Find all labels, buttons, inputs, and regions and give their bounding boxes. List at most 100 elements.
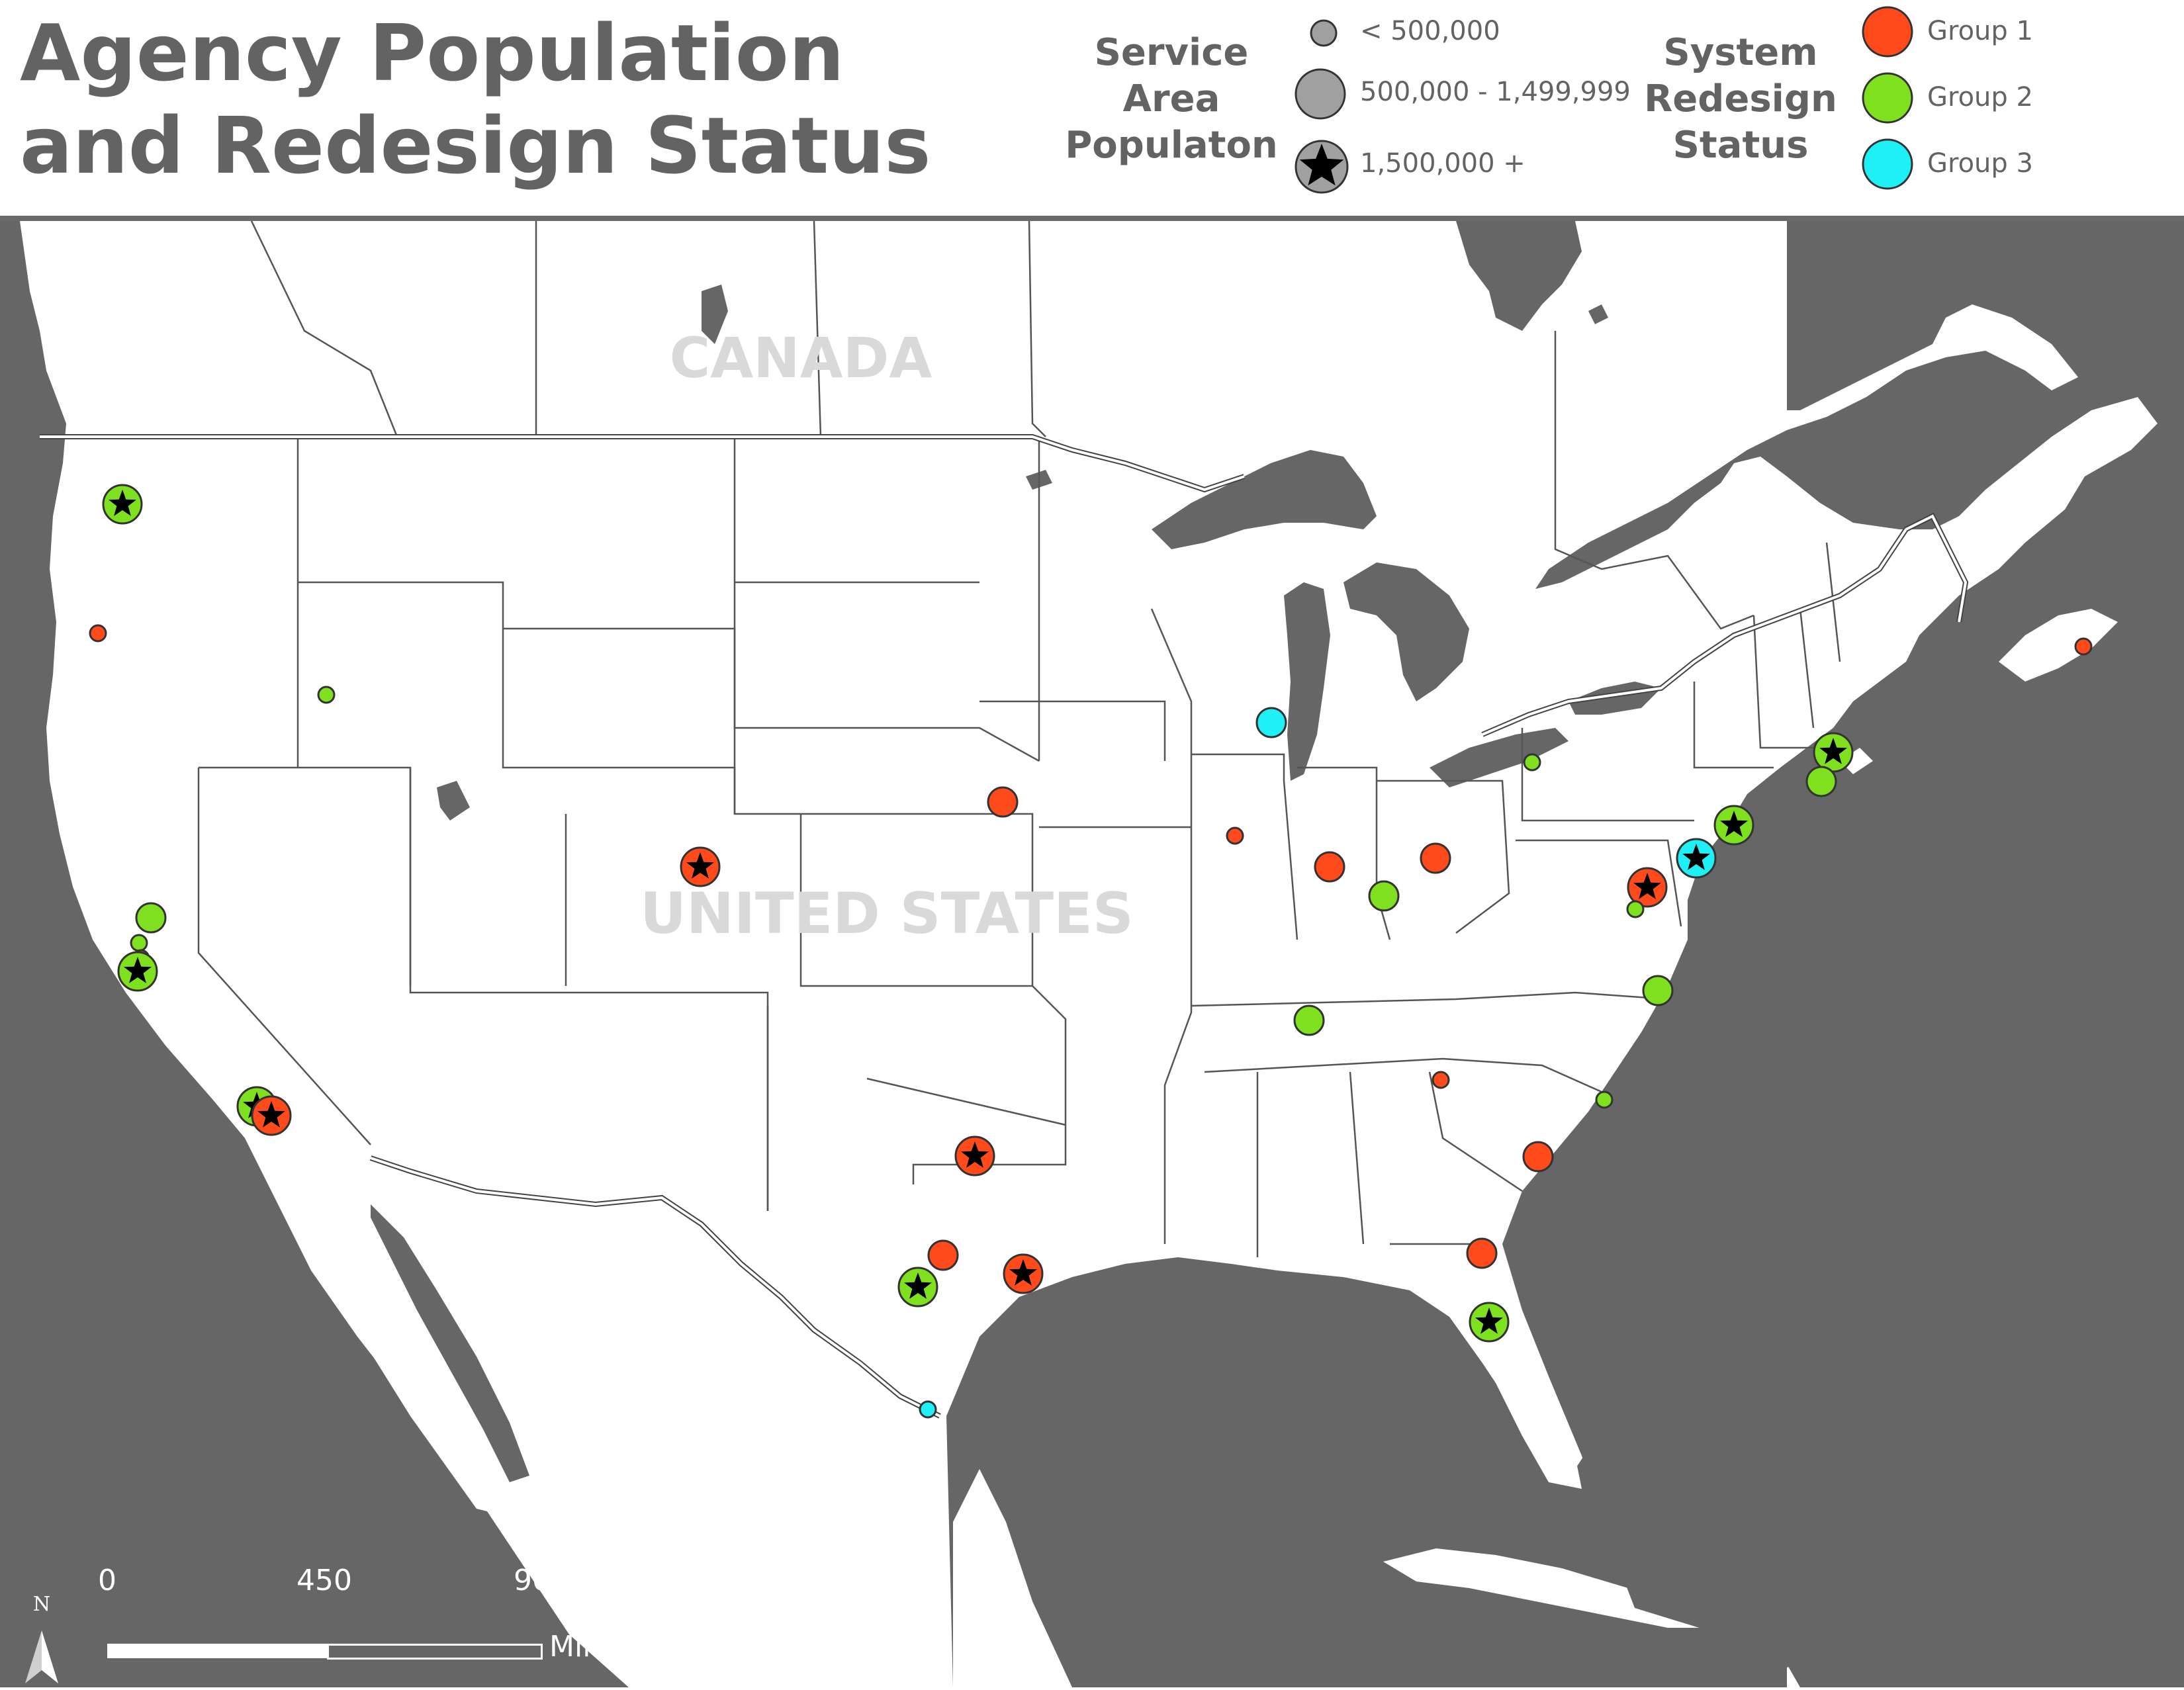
state-border (1191, 753, 1298, 940)
agency-marker[interactable] (1314, 851, 1345, 883)
agency-marker[interactable] (1420, 842, 1451, 874)
state-border (1191, 991, 1668, 1007)
agency-circle (89, 624, 107, 643)
agency-marker[interactable] (1595, 1090, 1614, 1109)
agency-marker[interactable] (1226, 826, 1244, 845)
group-2-legend-symbol (1862, 72, 1913, 124)
agency-marker[interactable] (919, 1400, 937, 1419)
star-icon (124, 957, 152, 983)
state-border (298, 581, 1067, 1184)
agency-marker[interactable] (954, 1135, 995, 1177)
star-icon (1009, 1259, 1037, 1286)
agency-markers[interactable] (89, 484, 2093, 1419)
agency-circle (2074, 637, 2093, 656)
agency-marker[interactable] (680, 846, 721, 887)
status-heading-line: Status (1672, 124, 1809, 167)
agency-marker[interactable] (1627, 867, 1668, 908)
agency-marker[interactable] (1522, 1141, 1554, 1173)
agency-circle (1522, 1141, 1554, 1173)
star-icon (686, 852, 714, 879)
agency-marker[interactable] (1469, 1302, 1510, 1343)
scale-tick-label: 450 (296, 1564, 352, 1597)
agency-marker[interactable] (89, 624, 107, 643)
group-label: Group 3 (1927, 148, 2033, 179)
agency-marker[interactable] (1642, 975, 1674, 1006)
agency-marker[interactable] (927, 1239, 959, 1271)
agency-marker[interactable] (2074, 637, 2093, 656)
state-border (1039, 826, 1193, 1244)
agency-marker[interactable] (1255, 707, 1287, 738)
cape-cod (1840, 748, 1873, 774)
state-border (799, 814, 1032, 987)
population-class-label: 500,000 - 1,499,999 (1360, 77, 1631, 107)
us-map[interactable]: CANADA UNITED STATES (0, 220, 2184, 1687)
international-border-inner (40, 435, 1968, 1417)
atlantic-ocean (1502, 221, 2184, 1687)
star-icon (1819, 738, 1847, 764)
lake-huron (1343, 562, 1469, 701)
scale-bar-hollow (327, 1644, 543, 1660)
agency-circle (1805, 766, 1837, 797)
agency-circle (1293, 1004, 1325, 1036)
state-border (1150, 608, 1193, 827)
state-borders (197, 435, 1841, 1257)
state-border (197, 768, 371, 1145)
us-mexico-border (370, 1157, 940, 1417)
hudson-bay (1456, 221, 1582, 331)
status-heading-line: Redesign (1644, 77, 1837, 120)
state-border (1825, 542, 1841, 662)
agency-circle (317, 686, 336, 704)
canadian-lake (1588, 304, 1608, 324)
map-frame[interactable]: CANADA UNITED STATES N 0 450 900 Miles (0, 220, 2184, 1687)
agency-marker[interactable] (130, 934, 148, 952)
agency-marker[interactable] (1676, 838, 1717, 879)
agency-marker[interactable] (1713, 805, 1754, 846)
north-arrow-icon: N (25, 1593, 58, 1683)
state-border (1377, 779, 1510, 934)
agency-circle (1368, 880, 1400, 912)
agency-marker[interactable] (1466, 1237, 1498, 1269)
canada-borders (250, 220, 1754, 630)
province-border (813, 220, 822, 437)
state-border (1752, 615, 1840, 749)
pacific-ocean (0, 221, 629, 1687)
canada-label: CANADA (670, 326, 933, 390)
scale-bar-solid (107, 1644, 328, 1658)
agency-circle (1466, 1237, 1498, 1269)
group-1-legend-symbol (1862, 6, 1913, 58)
agency-circle (1420, 842, 1451, 874)
agency-marker[interactable] (317, 686, 336, 704)
agency-marker[interactable] (1003, 1253, 1044, 1294)
star-icon (1633, 873, 1661, 899)
agency-marker[interactable] (135, 902, 167, 934)
agency-marker[interactable] (1293, 1004, 1325, 1036)
gulf-of-california (371, 1204, 529, 1482)
agency-marker[interactable] (1805, 766, 1837, 797)
agency-circle (1523, 753, 1541, 772)
scale-tick-label: 900 (514, 1564, 569, 1597)
yucatan-peninsula (953, 1469, 1072, 1687)
agency-marker[interactable] (102, 484, 143, 525)
agency-marker[interactable] (1626, 900, 1645, 918)
agency-marker[interactable] (1813, 732, 1854, 773)
agency-marker[interactable] (117, 951, 158, 992)
agency-marker[interactable] (251, 1095, 292, 1136)
agency-marker[interactable] (1523, 753, 1541, 772)
agency-circle (1255, 707, 1287, 738)
agency-marker[interactable] (1368, 880, 1400, 912)
agency-circle (1626, 900, 1645, 918)
province-border (1554, 331, 1754, 630)
agency-marker[interactable] (987, 786, 1019, 818)
north-arrow-label: N (33, 1593, 50, 1616)
group-3-legend-symbol (1862, 138, 1913, 190)
group-label: Group 2 (1927, 82, 2033, 112)
star-icon (109, 490, 136, 516)
population-legend-heading: Service Area Populaton (1059, 30, 1284, 169)
province-border (250, 220, 398, 437)
agency-marker[interactable] (1432, 1071, 1450, 1089)
state-border (1204, 1057, 1602, 1093)
agency-circle (927, 1239, 959, 1271)
star-icon (1682, 844, 1710, 870)
province-border (1028, 220, 1046, 437)
agency-marker[interactable] (897, 1267, 938, 1308)
